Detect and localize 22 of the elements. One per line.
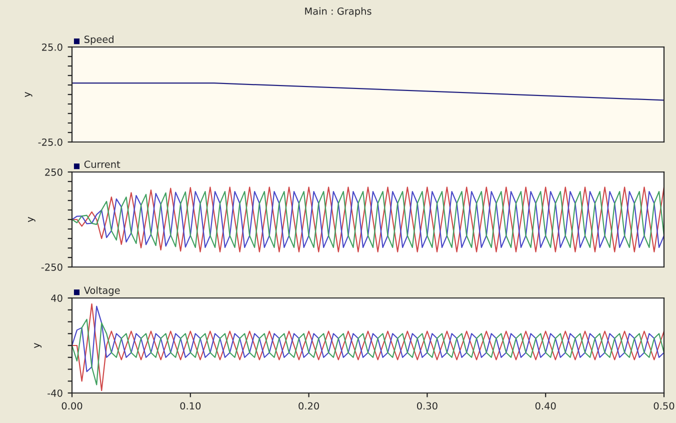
y-tick-label: -40 (48, 389, 62, 397)
y-tick-label: 25.0 (42, 43, 62, 51)
y-tick-label: 250 (45, 168, 62, 176)
chart-title: Voltage (84, 286, 120, 296)
line-series (72, 306, 664, 372)
x-tick-label: 0.00 (62, 402, 82, 410)
x-tick-label: 0.40 (535, 402, 556, 410)
line-series (72, 318, 664, 386)
y-tick-label: 40 (51, 294, 62, 302)
x-tick-label: 0.10 (180, 402, 201, 410)
line-series (72, 303, 664, 392)
x-tick-label: 0.30 (417, 402, 438, 410)
y-axis-title: y (24, 92, 32, 98)
y-tick-label: -25.0 (38, 138, 62, 146)
text: Main : Graphs (305, 7, 372, 17)
y-axis-title: y (34, 342, 42, 348)
chart-title: Speed (84, 35, 114, 45)
y-tick-label: -250 (41, 263, 62, 271)
x-tick-label: 0.20 (298, 402, 319, 410)
x-tick-label: 0.50 (654, 402, 674, 410)
y-axis-title: y (28, 216, 36, 222)
chart-title: Current (84, 160, 120, 168)
